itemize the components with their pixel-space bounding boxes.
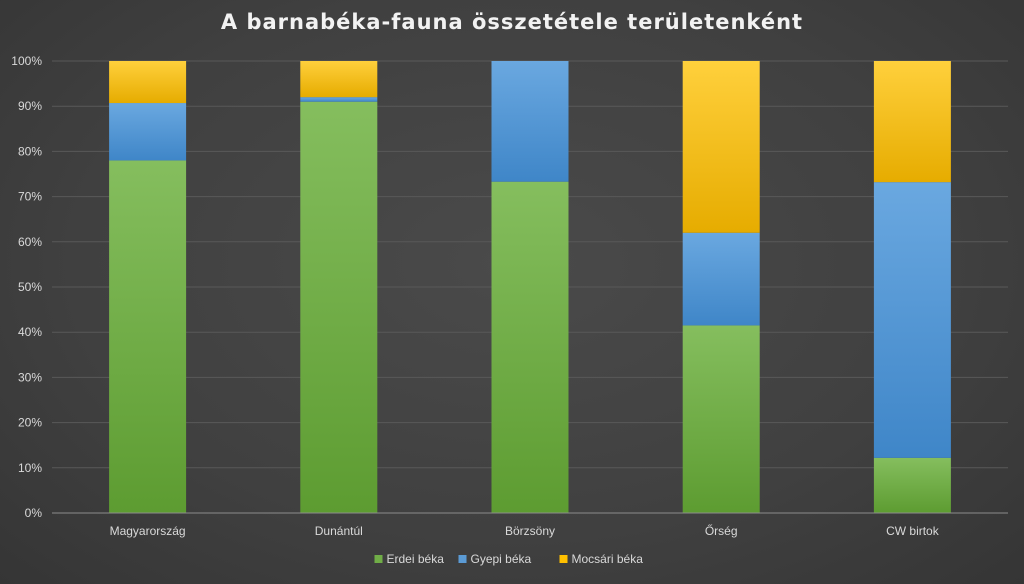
bar-segment [109, 160, 187, 513]
bar-segment [300, 97, 378, 102]
bar-segment [873, 457, 951, 513]
bar-segment [491, 61, 569, 182]
y-tick-label: 30% [18, 370, 42, 384]
bar-segment [682, 61, 760, 233]
bar-segment [300, 101, 378, 514]
legend-swatch [458, 555, 467, 563]
y-tick-label: 90% [18, 99, 42, 113]
bar-segment [873, 182, 951, 458]
x-tick-label: Dunántúl [315, 524, 363, 538]
bar-segment [109, 103, 187, 161]
bar-segment [682, 232, 760, 326]
legend-swatch [559, 555, 568, 563]
bars [109, 61, 951, 514]
y-tick-label: 10% [18, 461, 42, 475]
bar-segment [682, 325, 760, 513]
y-tick-label: 70% [18, 190, 42, 204]
x-tick-label: CW birtok [886, 524, 940, 538]
y-tick-label: 0% [25, 506, 43, 520]
bar-segment [300, 61, 378, 98]
y-tick-label: 20% [18, 416, 42, 430]
legend-label: Mocsári béka [572, 552, 644, 566]
y-tick-label: 60% [18, 235, 42, 249]
legend: Erdei béka Gyepi béka Mocsári béka [374, 552, 644, 566]
bar-segment [491, 181, 569, 513]
y-tick-label: 40% [18, 325, 42, 339]
axes: 0% 10% 20% 30% 40% 50% 60% 70% 80% 90% 100% Magyaro… [11, 54, 1008, 538]
y-tick-label: 50% [18, 280, 42, 294]
legend-label: Gyepi béka [471, 552, 532, 566]
x-tick-label: Börzsöny [505, 524, 555, 538]
chart-title: A barnabéka-fauna összetétele területenk… [220, 10, 804, 34]
x-tick-label: Magyarország [110, 524, 186, 538]
legend-swatch [374, 555, 383, 563]
y-tick-label: 100% [11, 54, 42, 68]
x-tick-label: Őrség [705, 523, 738, 538]
y-tick-label: 80% [18, 144, 42, 158]
bar-segment [109, 61, 187, 104]
bar-segment [873, 61, 951, 183]
legend-label: Erdei béka [387, 552, 445, 566]
